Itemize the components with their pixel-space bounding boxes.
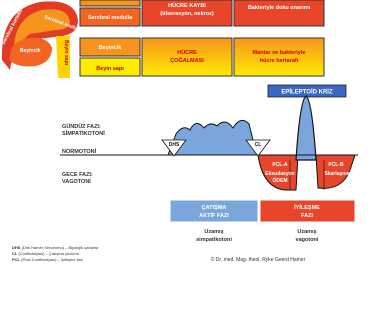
day-phase: GÜNDÜZ FAZI:	[62, 123, 101, 130]
table-effect: (ülserasyon, nekroz)	[160, 11, 214, 17]
footnote: DHS (Dirk Hamer Sendromu) – Biyolojik ça…	[12, 245, 99, 250]
edema-label: Eksudasyon	[265, 171, 294, 177]
footnote-text: (Conflictolysis) – Çatışma çözümü	[18, 251, 78, 256]
copyright: © Dr. med. Mag. theol. Ryke Geerd Hamer	[211, 256, 306, 263]
night-phase: VAGOTONİ	[62, 178, 91, 185]
table-effect: HÜCRE KAYBI	[168, 2, 206, 9]
footnote: CL (Conflictolysis) – Çatışma çözümü	[12, 251, 79, 256]
marker-label: PCL-B	[328, 162, 344, 168]
table-region: Serebral medulla	[88, 15, 133, 21]
footnote-abbr: PCL	[12, 257, 21, 262]
marker-label: DHS	[169, 142, 180, 148]
marker-label: CL	[255, 142, 262, 148]
marker-label: PCL-A	[272, 162, 288, 168]
table-region: Beyincik	[99, 45, 123, 51]
stem-label: Beyin sapı	[63, 40, 69, 66]
footnote-abbr: DHS	[12, 245, 21, 250]
table-repair: Bakteriyle doku onarımı	[248, 5, 311, 11]
diagram: Serebral korteks Serebral medulla Beyinc…	[0, 0, 385, 309]
table-effect: HÜCRE	[177, 49, 197, 56]
table-effect: ÇOĞALMASI	[170, 56, 204, 64]
day-phase: SİMPATİKOTONİ	[62, 130, 105, 137]
table-region: Beyin sapı	[96, 66, 124, 72]
phase-name: İYİLEŞME	[294, 204, 320, 211]
phase-note: Uzamış	[204, 229, 223, 235]
footnote-text: (Dirk Hamer Sendromu) – Biyolojik çatışm…	[22, 245, 99, 250]
footnote: PCL (Post-Conflictolysis) – İyileşme faz…	[12, 257, 83, 262]
phase-note: Uzamış	[297, 229, 316, 235]
phase-name: FAZI	[301, 213, 313, 219]
table-repair: hücre bertarafı	[260, 58, 299, 64]
cerebellum-label: Beyincik	[20, 48, 41, 54]
edema-label: ÖDEM	[273, 177, 288, 184]
phase-name: ÇATIŞMA	[202, 205, 227, 211]
footnote-abbr: CL	[12, 251, 18, 256]
phase-note: vagotoni	[296, 237, 319, 243]
scarring-label: Skarlaşma	[324, 171, 349, 177]
crisis-label: EPİLEPTOİD KRİZ	[281, 89, 333, 96]
table-repair: Mantar ve bakteriyle	[253, 50, 306, 56]
night-phase: GECE FAZI:	[62, 172, 93, 178]
phase-name: AKTİF FAZI	[199, 212, 229, 219]
normotonia: NORMOTONİ	[62, 148, 97, 155]
phase-note: simpatikotoni	[196, 237, 232, 243]
footnote-text: (Post-Conflictolysis) – İyileşme fazı	[21, 257, 83, 262]
